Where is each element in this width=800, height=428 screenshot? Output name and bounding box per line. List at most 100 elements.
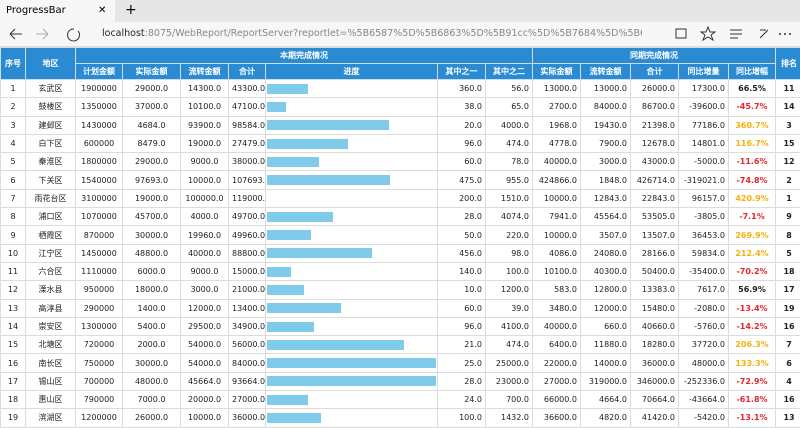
cell: 14300.0 bbox=[181, 80, 229, 98]
tab-title: ProgressBar bbox=[6, 5, 66, 16]
cell: 790000 bbox=[76, 391, 123, 409]
cell: 60.0 bbox=[438, 153, 486, 171]
cell: 秦淮区 bbox=[26, 153, 76, 171]
cell: 1 bbox=[776, 189, 800, 207]
address-bar[interactable]: localhost:8075/WebReport/ReportServer?re… bbox=[102, 26, 642, 42]
cell: -319021.0 bbox=[679, 171, 729, 189]
cell: 290000 bbox=[76, 299, 123, 317]
cell: 36000.0 bbox=[229, 409, 266, 427]
cell: 1968.0 bbox=[533, 116, 581, 134]
progress-bar bbox=[267, 413, 321, 423]
cell: 43300.0 bbox=[229, 80, 266, 98]
cell: 15 bbox=[776, 134, 800, 152]
cell: 45700.0 bbox=[123, 208, 181, 226]
cell: 45664.0 bbox=[181, 372, 229, 390]
hub[interactable] bbox=[730, 30, 742, 38]
cell: 24080.0 bbox=[581, 244, 631, 262]
cell: 206.3% bbox=[729, 336, 776, 354]
cell: 319000.0 bbox=[581, 372, 631, 390]
cell: -14.2% bbox=[729, 317, 776, 335]
cell: 6000.0 bbox=[123, 262, 181, 280]
refresh-button[interactable] bbox=[68, 29, 80, 41]
forward-button[interactable] bbox=[36, 29, 48, 39]
cell: 220.0 bbox=[486, 226, 533, 244]
cell: 12000.0 bbox=[181, 299, 229, 317]
group-header: 同期完成情况 bbox=[533, 48, 776, 64]
nav-buttons bbox=[0, 22, 90, 46]
cell: 133.3% bbox=[729, 354, 776, 372]
progress-cell bbox=[266, 409, 438, 427]
cell: 3 bbox=[1, 116, 26, 134]
cell: 锡山区 bbox=[26, 372, 76, 390]
progress-bar bbox=[267, 376, 436, 386]
cell: 420.9% bbox=[729, 189, 776, 207]
cell: 34900.0 bbox=[229, 317, 266, 335]
cell: 19000.0 bbox=[181, 134, 229, 152]
cell: 30000.0 bbox=[123, 354, 181, 372]
cell: -252336.0 bbox=[679, 372, 729, 390]
progress-cell bbox=[266, 354, 438, 372]
cell: 56000.0 bbox=[229, 336, 266, 354]
column-header: 序号 bbox=[1, 48, 26, 80]
cell: -74.8% bbox=[729, 171, 776, 189]
progress-cell bbox=[266, 281, 438, 299]
column-header: 其中之二 bbox=[486, 64, 533, 80]
cell: 475.0 bbox=[438, 171, 486, 189]
cell: 17300.0 bbox=[679, 80, 729, 98]
cell: 6 bbox=[1, 171, 26, 189]
cell: 212.4% bbox=[729, 244, 776, 262]
cell: 20000.0 bbox=[181, 391, 229, 409]
cell: 下关区 bbox=[26, 171, 76, 189]
cell: 4778.0 bbox=[533, 134, 581, 152]
cell: 4684.0 bbox=[123, 116, 181, 134]
tab-close[interactable]: ✕ bbox=[98, 0, 106, 22]
cell: 48000.0 bbox=[123, 372, 181, 390]
column-header: 进度 bbox=[266, 64, 438, 80]
progress-cell bbox=[266, 134, 438, 152]
progress-cell bbox=[266, 116, 438, 134]
cell: 660.0 bbox=[581, 317, 631, 335]
cell: 2000.0 bbox=[123, 336, 181, 354]
cell: 19960.0 bbox=[181, 226, 229, 244]
cell: 1400.0 bbox=[123, 299, 181, 317]
reading-view[interactable] bbox=[676, 29, 686, 38]
progress-bar bbox=[267, 395, 308, 405]
back-button[interactable] bbox=[10, 29, 22, 39]
cell: 25.0 bbox=[438, 354, 486, 372]
cell: 3480.0 bbox=[533, 299, 581, 317]
favorite[interactable] bbox=[701, 27, 715, 40]
cell: 4100.0 bbox=[486, 317, 533, 335]
cell: 六合区 bbox=[26, 262, 76, 280]
cell: 36453.0 bbox=[679, 226, 729, 244]
cell: 14000.0 bbox=[581, 354, 631, 372]
cell: -39600.0 bbox=[679, 98, 729, 116]
new-tab[interactable]: + bbox=[125, 2, 137, 18]
progress-cell bbox=[266, 336, 438, 354]
more[interactable] bbox=[779, 33, 781, 35]
cell: 40300.0 bbox=[581, 262, 631, 280]
cell: 48000.0 bbox=[679, 354, 729, 372]
cell: 7900.0 bbox=[581, 134, 631, 152]
cell: 474.0 bbox=[486, 134, 533, 152]
cell: 37720.0 bbox=[679, 336, 729, 354]
cell: 浦口区 bbox=[26, 208, 76, 226]
cell: 1900000 bbox=[76, 80, 123, 98]
cell: 40000.0 bbox=[533, 317, 581, 335]
cell: 36600.0 bbox=[533, 409, 581, 427]
cell: 583.0 bbox=[533, 281, 581, 299]
cell: 49960.0 bbox=[229, 226, 266, 244]
cell: -45.7% bbox=[729, 98, 776, 116]
cell: 28.0 bbox=[438, 208, 486, 226]
note[interactable] bbox=[760, 30, 768, 38]
cell: 7617.0 bbox=[679, 281, 729, 299]
cell: 10000.0 bbox=[181, 409, 229, 427]
cell: 750000 bbox=[76, 354, 123, 372]
cell: 950000 bbox=[76, 281, 123, 299]
tab[interactable]: ProgressBar ✕ bbox=[0, 0, 115, 22]
cell: 28166.0 bbox=[631, 244, 679, 262]
